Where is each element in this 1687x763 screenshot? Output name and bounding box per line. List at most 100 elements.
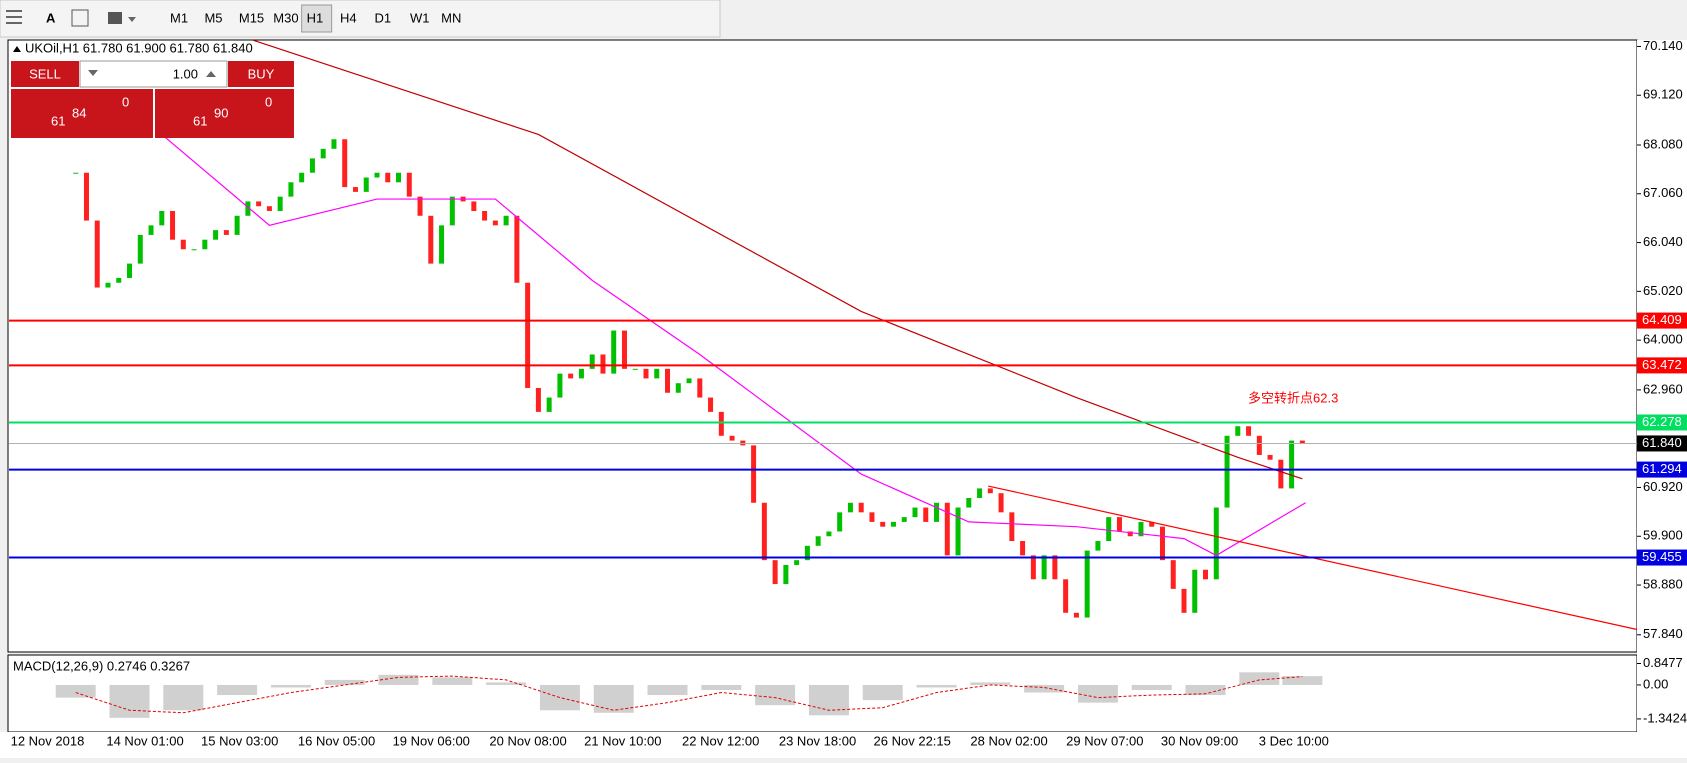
candle <box>1159 526 1165 561</box>
candle <box>783 564 789 585</box>
lot-value[interactable]: 1.00 <box>173 66 198 81</box>
candle <box>632 368 638 370</box>
candle <box>137 234 143 264</box>
buy-label[interactable]: BUY <box>248 66 275 81</box>
candle <box>277 196 283 211</box>
candle <box>159 210 165 226</box>
candle <box>535 387 541 412</box>
candle <box>180 239 186 250</box>
candle <box>1213 507 1219 580</box>
candle <box>256 201 262 207</box>
bid-main: 84 <box>72 105 86 120</box>
macd-bar <box>217 684 258 696</box>
y-tick-label: 57.840 <box>1643 626 1683 641</box>
macd-bar <box>55 684 96 698</box>
timeframe-button[interactable]: M5 <box>204 10 222 25</box>
timeframe-active[interactable] <box>301 4 333 33</box>
candle <box>127 263 133 278</box>
timeframe-button[interactable]: MN <box>441 10 461 25</box>
candle <box>1203 569 1209 580</box>
candle <box>589 354 595 369</box>
timeframe-button[interactable]: W1 <box>410 10 430 25</box>
macd-bar <box>970 682 1011 685</box>
candle <box>751 445 757 503</box>
candle <box>170 210 176 240</box>
macd-bar <box>701 684 742 691</box>
timeframe-button[interactable]: H4 <box>340 10 357 25</box>
candle <box>234 215 240 235</box>
macd-label: MACD(12,26,9) 0.2746 0.3267 <box>13 658 190 673</box>
bid-box[interactable] <box>11 89 153 138</box>
candle <box>1235 426 1241 436</box>
level-label-box <box>1637 414 1687 431</box>
x-tick-label: 16 Nov 05:00 <box>298 733 375 748</box>
candle <box>1299 440 1305 444</box>
y-tick-label: 67.060 <box>1643 185 1683 200</box>
candle <box>428 215 434 264</box>
moving-average <box>253 39 1303 480</box>
candle <box>514 215 520 283</box>
level-label-box <box>1637 461 1687 478</box>
candle <box>1063 579 1069 613</box>
candle <box>116 277 122 283</box>
candle <box>568 373 574 379</box>
sell-label[interactable]: SELL <box>29 66 61 81</box>
candle <box>1170 560 1176 589</box>
candle <box>686 378 692 384</box>
bid-big: 61 <box>51 113 65 128</box>
timeframe-button[interactable]: M15 <box>239 10 264 25</box>
candle <box>826 531 832 537</box>
macd-bar <box>808 684 849 716</box>
candle <box>492 220 498 226</box>
macd-bar <box>1024 684 1065 693</box>
font-button[interactable]: A <box>46 10 56 25</box>
candle <box>1041 555 1047 580</box>
x-tick-label: 20 Nov 08:00 <box>489 733 566 748</box>
candle <box>309 158 315 173</box>
timeframe-button[interactable]: M1 <box>170 10 188 25</box>
candle <box>880 521 886 527</box>
candle <box>600 354 606 374</box>
buy-button[interactable] <box>228 61 294 87</box>
macd-bar <box>1185 684 1226 696</box>
timeframe-button[interactable]: M30 <box>273 10 298 25</box>
x-tick-label: 28 Nov 02:00 <box>970 733 1047 748</box>
ask-main: 90 <box>214 105 228 120</box>
candle <box>288 182 294 197</box>
candle <box>223 230 229 235</box>
ask-box[interactable] <box>155 89 294 138</box>
y-tick-label: 69.120 <box>1643 87 1683 102</box>
bid-sup: 0 <box>122 94 129 109</box>
candle <box>1084 550 1090 618</box>
candle <box>1138 521 1144 537</box>
level-label-box <box>1637 357 1687 374</box>
level-label: 63.472 <box>1642 357 1682 372</box>
macd-bar <box>163 684 204 711</box>
candle <box>363 177 369 192</box>
candle <box>1052 555 1058 580</box>
candle <box>299 172 305 183</box>
candle <box>708 397 714 412</box>
candle <box>837 512 843 532</box>
timeframe-button[interactable]: H1 <box>307 10 324 25</box>
candle <box>794 560 800 565</box>
candle <box>503 215 509 226</box>
sell-button[interactable] <box>11 61 79 87</box>
candle <box>406 172 412 197</box>
candle <box>417 196 423 216</box>
candle <box>815 536 821 546</box>
x-tick-label: 26 Nov 22:15 <box>874 733 951 748</box>
candle <box>1278 459 1284 489</box>
level-label-box <box>1637 549 1687 566</box>
candle <box>869 512 875 522</box>
candle <box>858 502 864 513</box>
macd-bar <box>432 677 473 685</box>
y-tick-label: 66.040 <box>1643 234 1683 249</box>
candle <box>471 201 477 211</box>
timeframe-button[interactable]: D1 <box>374 10 391 25</box>
macd-tick-label: -1.3424 <box>1643 710 1687 725</box>
ask-sup: 0 <box>265 94 272 109</box>
lot-input[interactable] <box>79 60 228 88</box>
